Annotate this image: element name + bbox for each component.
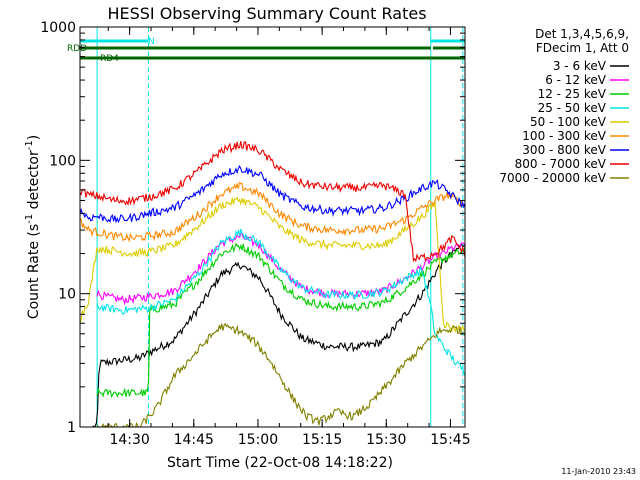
y-tick-label-0: 1 — [67, 420, 76, 436]
chart-title: HESSI Observing Summary Count Rates — [107, 4, 426, 23]
legend-header-line-1: Det 1,3,4,5,6,9, — [535, 27, 629, 41]
annotation-n-label: N — [148, 37, 155, 47]
y-axis-label-sup1: -1 — [24, 214, 35, 224]
x-tick-label-2: 15:00 — [238, 432, 278, 448]
legend-label-0: 3 - 6 keV — [553, 59, 607, 73]
plot-area: N RDD RD4 — [67, 27, 466, 429]
x-tick-label-4: 15:30 — [366, 432, 406, 448]
series-line-8 — [96, 322, 466, 429]
series-line-5 — [79, 181, 466, 243]
series-line-3 — [96, 228, 466, 376]
annotation-rd4-label: RD4 — [100, 54, 119, 64]
footer-timestamp: 11-Jan-2010 23:43 — [561, 467, 636, 476]
legend-label-5: 100 - 300 keV — [522, 129, 606, 143]
legend-label-4: 50 - 100 keV — [530, 115, 607, 129]
series-line-7 — [79, 141, 466, 263]
series-line-0 — [92, 243, 466, 428]
legend-label-8: 7000 - 20000 keV — [499, 171, 606, 185]
legend-label-1: 6 - 12 keV — [545, 73, 607, 87]
x-tick-label-1: 14:45 — [174, 432, 214, 448]
legend-label-7: 800 - 7000 keV — [515, 157, 607, 171]
y-axis-label: Count Rate (s-1 detector-1) — [24, 135, 42, 319]
series-line-2 — [96, 242, 466, 398]
x-tick-label-5: 15:45 — [430, 432, 470, 448]
legend-header-line-2: FDecim 1, Att 0 — [536, 41, 629, 55]
legend-label-6: 300 - 800 keV — [522, 143, 606, 157]
y-axis-label-main: Count Rate (s — [26, 224, 42, 319]
y-axis-label-mid: detector — [26, 150, 42, 214]
x-tick-label-3: 15:15 — [302, 432, 342, 448]
x-axis-label: Start Time (22-Oct-08 14:18:22) — [167, 455, 393, 471]
plot-frame — [79, 26, 466, 428]
x-tick-label-0: 14:30 — [109, 432, 149, 448]
series-line-4 — [79, 196, 466, 334]
y-tick-label-1: 10 — [58, 287, 76, 303]
annotation-rdd-label: RDD — [67, 44, 87, 54]
y-axis-label-end: ) — [26, 135, 42, 140]
y-axis-label-sup2: -1 — [24, 140, 35, 150]
series-line-6 — [79, 164, 466, 224]
x-axis: 14:30 14:45 15:00 15:15 15:30 15:45 — [107, 27, 471, 448]
y-tick-label-3: 1000 — [40, 20, 76, 36]
legend: Det 1,3,4,5,6,9, FDecim 1, Att 0 3 - 6 k… — [499, 27, 629, 185]
y-axis: 1 10 100 1000 — [40, 20, 465, 436]
legend-label-2: 12 - 25 keV — [538, 87, 607, 101]
y-tick-label-2: 100 — [49, 153, 76, 169]
legend-label-3: 25 - 50 keV — [538, 101, 607, 115]
